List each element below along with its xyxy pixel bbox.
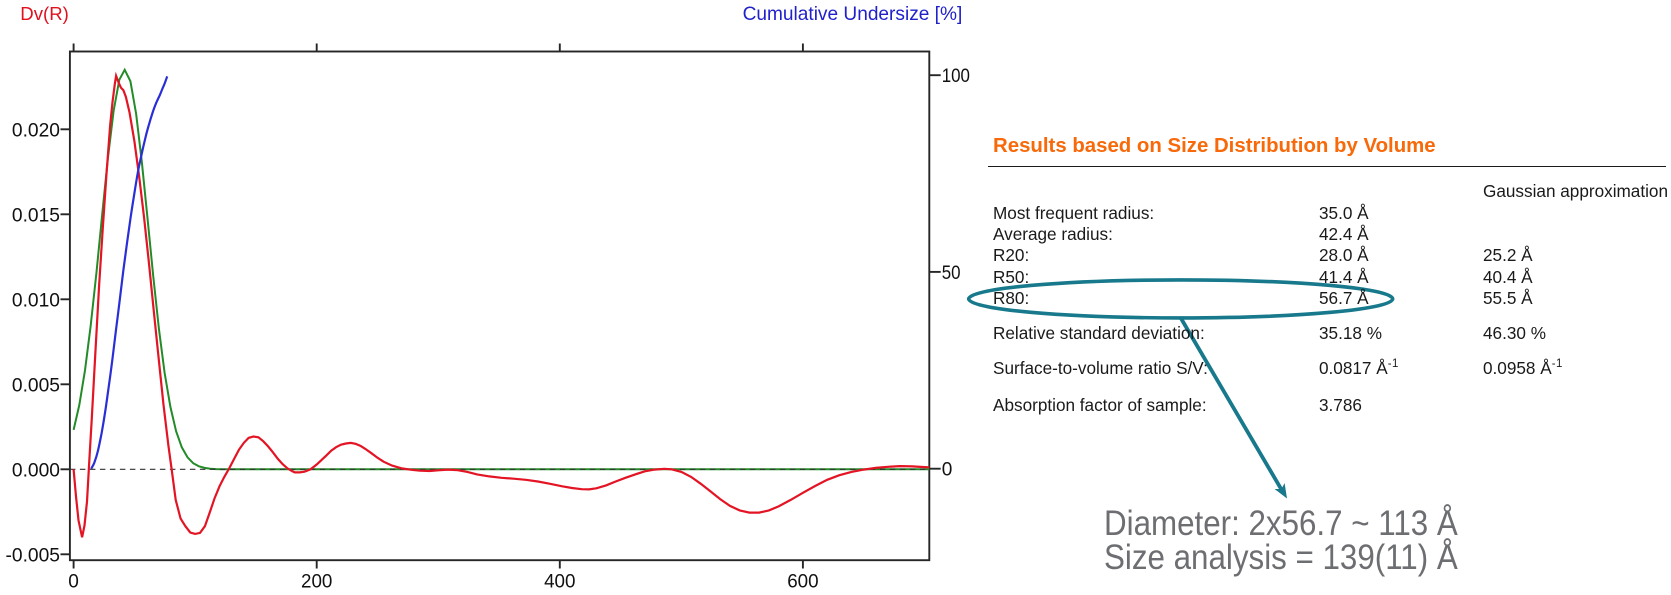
svg-text:600: 600 xyxy=(787,570,818,592)
svg-text:0.005: 0.005 xyxy=(12,374,60,396)
svg-text:0.020: 0.020 xyxy=(12,119,60,141)
svg-text:0: 0 xyxy=(68,570,79,592)
svg-text:0.015: 0.015 xyxy=(12,204,60,226)
svg-text:-0.005: -0.005 xyxy=(6,544,61,566)
svg-text:0.010: 0.010 xyxy=(12,289,60,311)
svg-text:100: 100 xyxy=(942,65,970,87)
svg-text:0.000: 0.000 xyxy=(12,459,60,481)
svg-text:400: 400 xyxy=(544,570,575,592)
svg-text:200: 200 xyxy=(301,570,332,592)
svg-text:50: 50 xyxy=(942,262,961,284)
svg-text:0: 0 xyxy=(942,459,953,481)
